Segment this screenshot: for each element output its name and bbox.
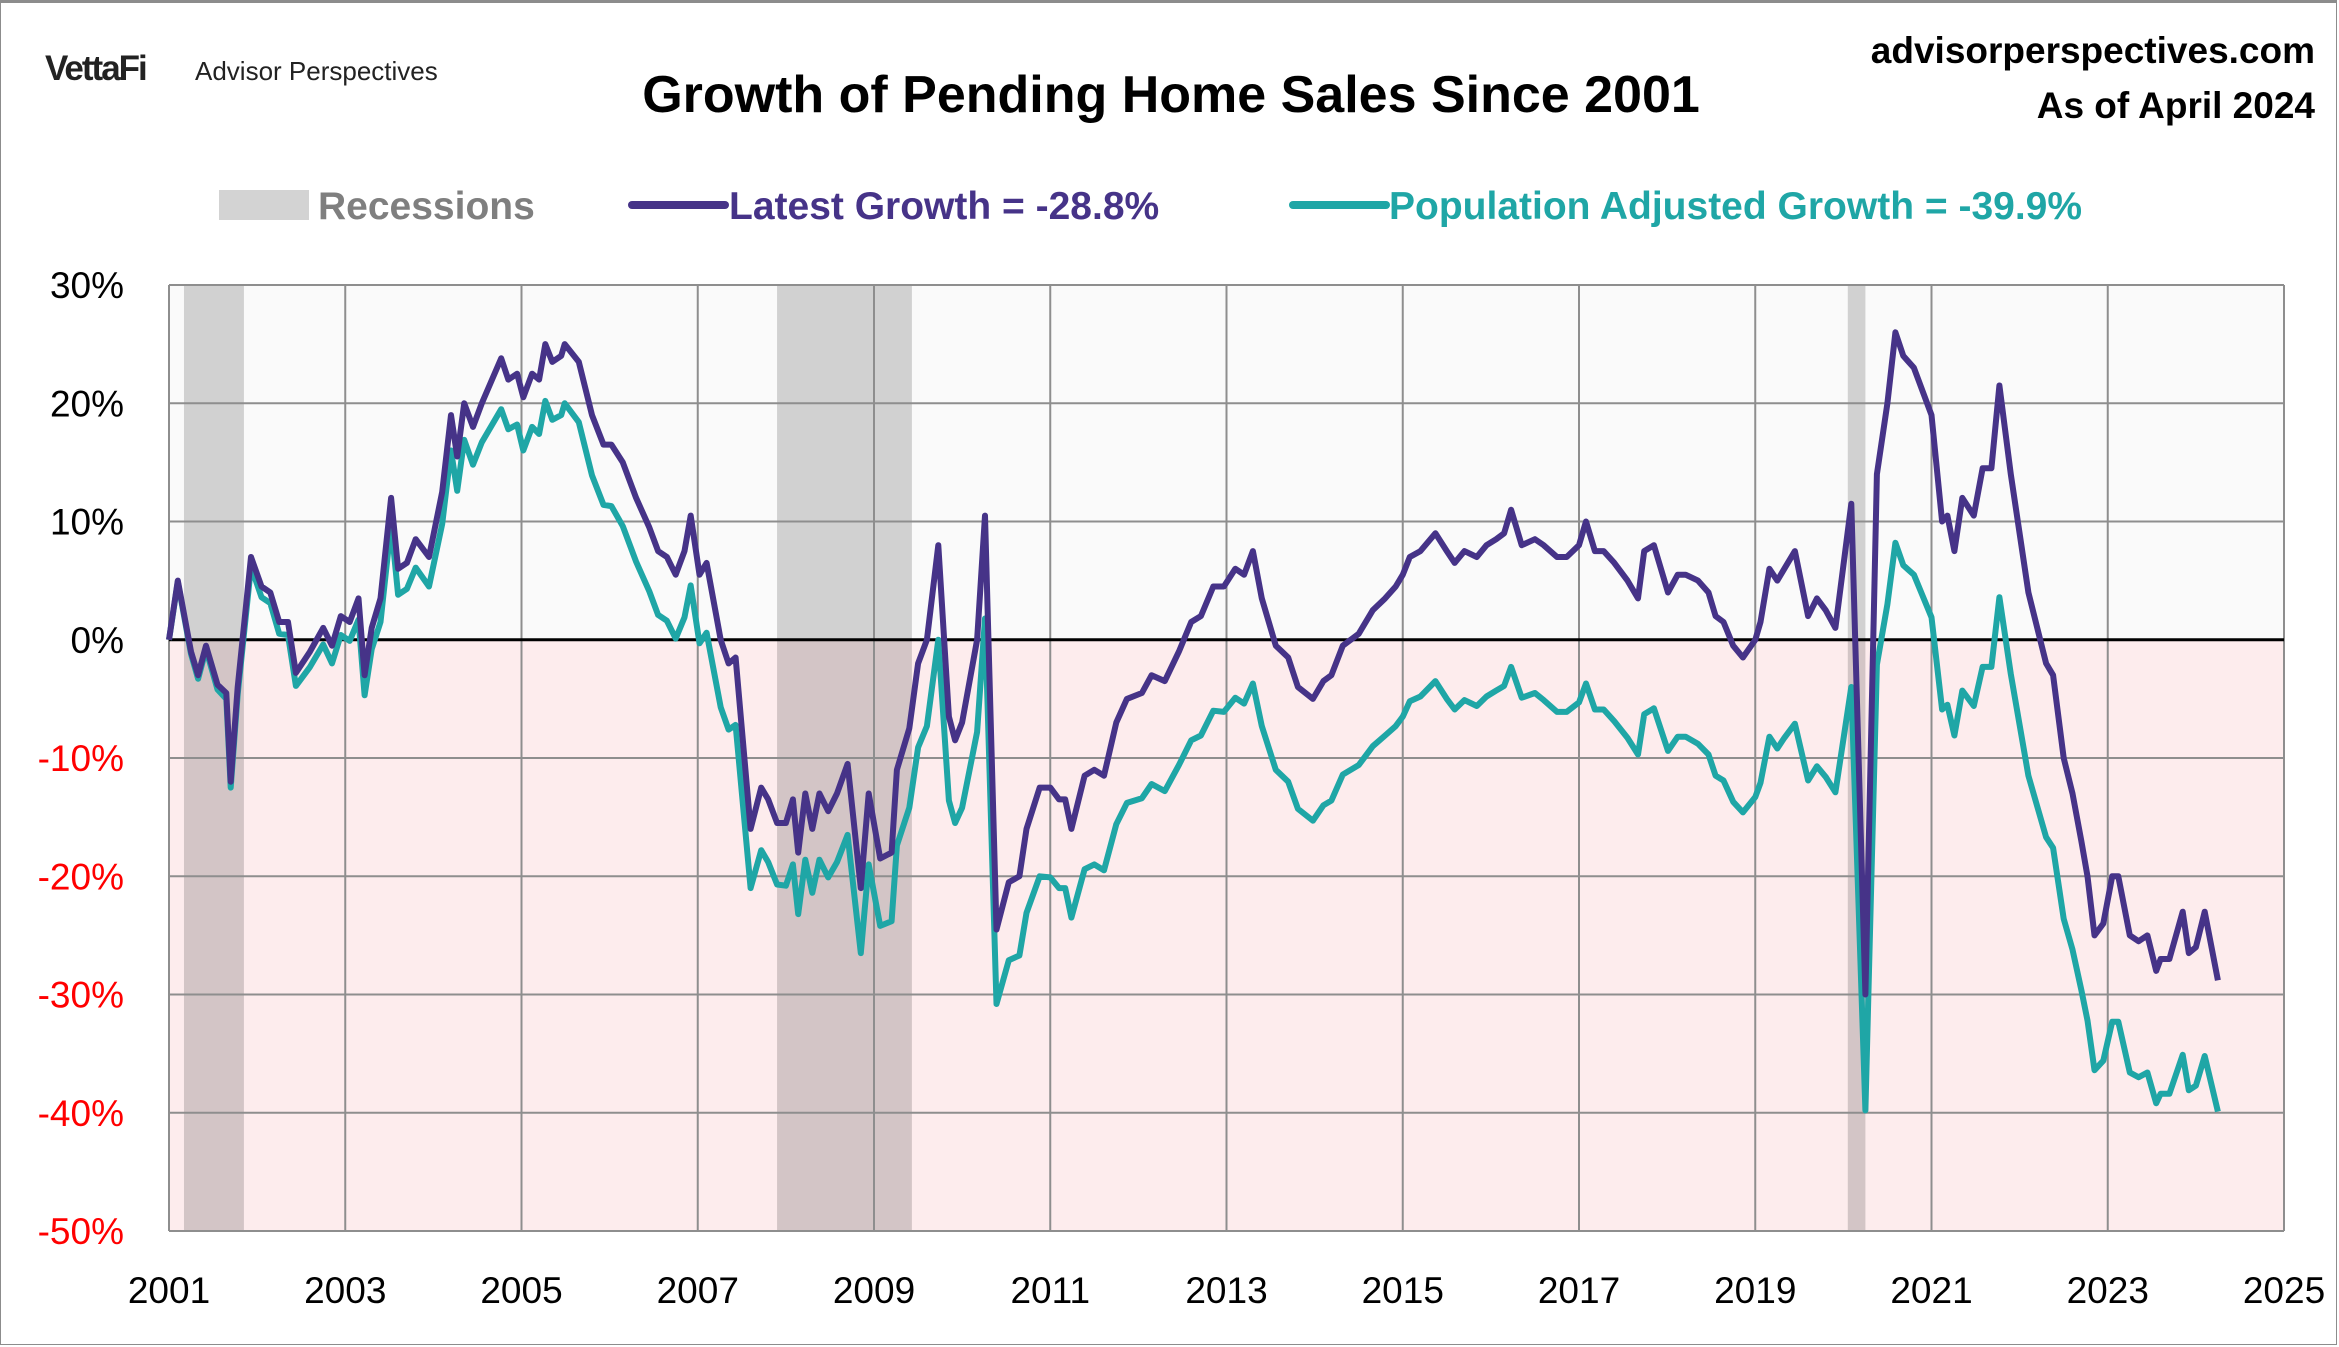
site-url: advisorperspectives.com [1871, 30, 2315, 71]
y-tick-label: -50% [38, 1211, 124, 1252]
logo: VettaFi Advisor Perspectives [45, 49, 438, 88]
chart-title: Growth of Pending Home Sales Since 2001 [642, 66, 1700, 124]
x-tick-label: 2011 [1010, 1270, 1090, 1311]
y-tick-label: -20% [38, 856, 124, 897]
y-tick-label: -10% [38, 738, 124, 779]
x-tick-label: 2013 [1185, 1270, 1267, 1311]
x-tick-label: 2007 [657, 1270, 739, 1311]
y-tick-label: 0% [71, 620, 124, 661]
logo-brand: VettaFi [45, 49, 146, 88]
x-tick-label: 2003 [304, 1270, 386, 1311]
latest-growth-line [166, 329, 2221, 998]
x-tick-label: 2019 [1714, 1270, 1796, 1311]
logo-sub: Advisor Perspectives [195, 56, 438, 86]
population-adjusted-growth-line [166, 397, 2221, 1114]
y-tick-label: 30% [50, 265, 124, 306]
x-tick-label: 2017 [1538, 1270, 1620, 1311]
legend-population-label: Population Adjusted Growth = -39.9% [1389, 185, 2082, 228]
legend-latest-label: Latest Growth = -28.8% [729, 185, 1159, 228]
x-tick-label: 2025 [2243, 1270, 2325, 1311]
legend: Recessions Latest Growth = -28.8% Popula… [219, 185, 2082, 228]
y-tick-label: 20% [50, 383, 124, 424]
plot-area: 30% 20% 10% 0% -10% -20% -30% -40% -50%2001 2003 2… [38, 265, 2326, 1311]
x-tick-label: 2023 [2067, 1270, 2149, 1311]
x-tick-label: 2005 [480, 1270, 562, 1311]
legend-recessions-swatch [219, 190, 309, 220]
x-tick-label: 2001 [128, 1270, 210, 1311]
y-tick-label: -30% [38, 975, 124, 1016]
x-tick-label: 2021 [1890, 1270, 1972, 1311]
x-tick-label: 2009 [833, 1270, 915, 1311]
y-tick-label: 10% [50, 502, 124, 543]
x-tick-label: 2015 [1362, 1270, 1444, 1311]
as-of-date: As of April 2024 [2037, 85, 2316, 126]
legend-recessions-label: Recessions [318, 185, 535, 228]
y-tick-label: -40% [38, 1093, 124, 1134]
